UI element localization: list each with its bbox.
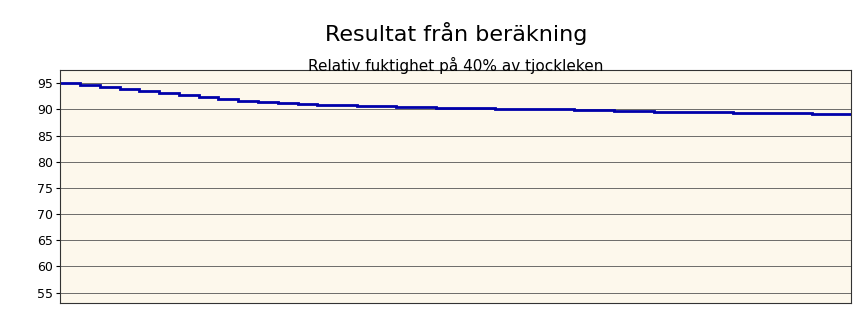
Text: Resultat från beräkning: Resultat från beräkning <box>324 22 587 45</box>
Text: Relativ fuktighet på 40% av tjockleken: Relativ fuktighet på 40% av tjockleken <box>308 57 604 74</box>
